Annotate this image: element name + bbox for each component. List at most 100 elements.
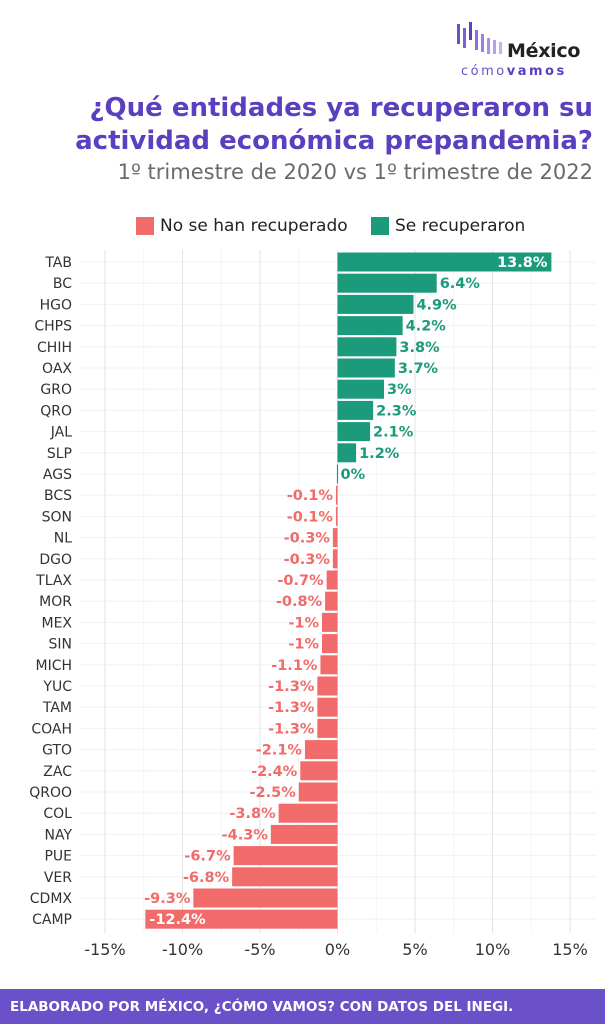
data-label: -1% <box>288 615 319 631</box>
bar <box>335 485 338 505</box>
bar <box>145 909 338 929</box>
data-label: -0.1% <box>287 488 334 504</box>
category-label: TLAX <box>35 573 72 589</box>
category-label: NL <box>54 531 72 547</box>
data-label: 4.9% <box>416 297 457 313</box>
bar <box>278 803 338 823</box>
category-label: CHIH <box>37 340 72 356</box>
bar <box>320 655 338 675</box>
data-label: 2.3% <box>376 403 417 419</box>
category-label: NAY <box>44 827 72 843</box>
data-label: -1% <box>288 637 319 653</box>
data-label: 3.7% <box>398 361 439 377</box>
data-label: -1.1% <box>271 658 318 674</box>
x-tick-label: 0% <box>325 940 350 959</box>
data-label: -2.4% <box>251 764 298 780</box>
bar <box>337 294 414 314</box>
logo: México cómovamos <box>455 18 595 80</box>
data-label: -6.8% <box>183 870 230 886</box>
x-tick-label: -5% <box>244 940 275 959</box>
category-label: MICH <box>35 658 72 674</box>
category-label: GRO <box>40 382 72 398</box>
bar <box>337 443 357 463</box>
category-label: AGS <box>43 467 72 483</box>
data-label: -0.1% <box>287 509 334 525</box>
bar <box>322 612 338 632</box>
data-label: 3.8% <box>399 340 440 356</box>
category-label: TAM <box>42 700 72 716</box>
logo-bars-icon <box>457 22 502 54</box>
legend-label-recovered: Se recuperaron <box>395 216 526 236</box>
bar <box>337 358 395 378</box>
category-label: JAL <box>50 425 72 441</box>
category-label: ZAC <box>43 764 72 780</box>
data-label: -4.3% <box>222 827 269 843</box>
x-tick-label: -10% <box>162 940 203 959</box>
category-label: HGO <box>40 297 72 313</box>
bar <box>193 888 338 908</box>
data-label: -0.7% <box>277 573 324 589</box>
bar <box>298 782 338 802</box>
x-tick-label: -15% <box>84 940 125 959</box>
category-label: CDMX <box>30 891 73 907</box>
data-label: -1.3% <box>268 679 315 695</box>
logo-name-bottom: cómovamos <box>461 64 567 79</box>
data-label: 4.2% <box>406 319 447 335</box>
legend-label-not-recovered: No se han recuperado <box>160 216 348 236</box>
bar <box>300 761 338 781</box>
data-label: -2.5% <box>250 785 297 801</box>
category-label: YUC <box>42 679 72 695</box>
bar <box>336 464 339 484</box>
bar <box>335 506 338 526</box>
data-label: -6.7% <box>184 849 231 865</box>
category-label: BC <box>53 276 72 292</box>
bar <box>337 379 384 399</box>
bar <box>317 697 338 717</box>
bar <box>322 634 338 654</box>
category-label: PUE <box>44 849 72 865</box>
data-label: 2.1% <box>373 425 414 441</box>
category-label: SIN <box>49 637 73 653</box>
chart-title-line2: actividad económica prepandemia? <box>75 126 593 156</box>
category-label: MOR <box>39 594 72 610</box>
data-label: -9.3% <box>144 891 191 907</box>
category-label: VER <box>44 870 72 886</box>
bar <box>332 549 338 569</box>
category-label: SLP <box>47 446 72 462</box>
category-label: TAB <box>44 255 72 271</box>
bar <box>337 316 403 336</box>
bar <box>232 867 338 887</box>
data-label: 0% <box>341 467 366 483</box>
x-tick-label: 15% <box>552 940 588 959</box>
bar <box>233 846 338 866</box>
footer: ELABORADO POR MÉXICO, ¿CÓMO VAMOS? CON D… <box>0 989 605 1024</box>
bar <box>337 422 371 442</box>
bar <box>304 740 338 760</box>
bar <box>337 273 437 293</box>
category-label: GTO <box>42 743 72 759</box>
chart-subtitle: 1º trimestre de 2020 vs 1º trimestre de … <box>117 160 593 184</box>
legend-swatch-not-recovered <box>136 217 154 235</box>
data-label: -12.4% <box>149 912 206 928</box>
legend-item-not-recovered: No se han recuperado <box>136 214 348 238</box>
data-label: -0.8% <box>276 594 323 610</box>
category-label: SON <box>42 509 72 525</box>
data-label: 6.4% <box>440 276 481 292</box>
legend: No se han recuperado Se recuperaron <box>0 214 605 238</box>
data-label: 13.8% <box>497 255 548 271</box>
category-label: OAX <box>42 361 72 377</box>
bar <box>337 252 552 272</box>
data-label: -1.3% <box>268 700 315 716</box>
category-label: MEX <box>41 615 72 631</box>
data-label: -0.3% <box>284 552 331 568</box>
bar <box>337 400 374 420</box>
category-label: CAMP <box>32 912 72 928</box>
bar <box>270 824 338 844</box>
data-label: 1.2% <box>359 446 400 462</box>
bar <box>317 718 338 738</box>
data-label: -3.8% <box>229 806 276 822</box>
category-label: CHPS <box>34 319 72 335</box>
bar <box>326 570 338 590</box>
chart-title-line1: ¿Qué entidades ya recuperaron su <box>89 93 593 123</box>
legend-item-recovered: Se recuperaron <box>371 214 525 238</box>
